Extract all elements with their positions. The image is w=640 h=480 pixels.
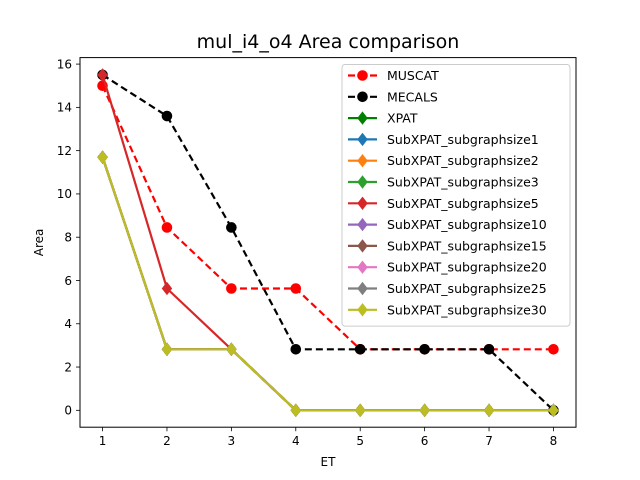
legend-label: SubXPAT_subgraphsize3 [387, 175, 539, 190]
legend-marker [357, 217, 368, 232]
y-tick-label: 14 [57, 101, 72, 115]
legend-marker [357, 281, 368, 296]
plot-frame [79, 57, 577, 428]
legend-label: SubXPAT_subgraphsize20 [387, 260, 547, 275]
legend: MUSCAT MECALS XPAT SubXPAT_subgraphsize1 Sub… [341, 64, 571, 327]
x-tick-label: 5 [356, 434, 364, 448]
x-tick-label: 7 [485, 434, 493, 448]
y-axis-label: Area [32, 229, 46, 257]
series-subxpat-subgraphsize30 [97, 150, 559, 418]
y-tick-label: 4 [64, 317, 72, 331]
legend-entry: SubXPAT_subgraphsize15 [348, 238, 547, 253]
y-axis: 0 2 4 6 8 10 12 14 16 [57, 57, 80, 418]
legend-marker [357, 132, 368, 147]
data-point [226, 222, 237, 233]
legend-entry: SubXPAT_subgraphsize2 [348, 153, 539, 168]
legend-entry: SubXPAT_subgraphsize30 [348, 302, 547, 317]
data-point [97, 150, 108, 164]
series-line [101, 85, 554, 351]
legend-label: MECALS [387, 89, 438, 104]
legend-entry: SubXPAT_subgraphsize10 [348, 217, 547, 232]
x-axis: 1 2 3 4 5 6 7 8 [99, 427, 558, 448]
data-point [226, 283, 237, 294]
legend-entry: SubXPAT_subgraphsize25 [348, 281, 547, 296]
data-point [97, 68, 108, 82]
data-point [290, 403, 302, 418]
data-point [483, 343, 495, 355]
x-tick-label: 6 [421, 434, 429, 448]
data-point [419, 343, 430, 355]
y-tick-label: 16 [57, 57, 72, 71]
legend-label: SubXPAT_subgraphsize10 [387, 217, 547, 232]
data-point [161, 342, 173, 356]
x-tick-label: 2 [163, 434, 171, 448]
data-point [290, 343, 302, 355]
legend-entry: SubXPAT_subgraphsize3 [348, 175, 539, 190]
data-point [161, 222, 173, 233]
legend-box [341, 64, 571, 327]
legend-label: SubXPAT_subgraphsize1 [387, 132, 539, 147]
data-point [290, 283, 302, 294]
data-point [419, 403, 430, 418]
series-line [101, 73, 555, 412]
x-tick-label: 3 [228, 434, 236, 448]
data-point [161, 281, 173, 296]
legend-label: SubXPAT_subgraphsize5 [387, 196, 539, 211]
legend-entry: MECALS [348, 89, 438, 104]
legend-marker [357, 154, 368, 168]
legend-marker [357, 175, 368, 189]
y-tick-label: 8 [64, 231, 72, 245]
legend-marker [357, 303, 368, 317]
legend-entry: SubXPAT_subgraphsize1 [348, 132, 539, 147]
data-point [161, 110, 173, 122]
data-point [548, 343, 559, 355]
legend-marker [357, 70, 368, 81]
legend-marker [357, 91, 368, 103]
data-point [354, 403, 366, 418]
data-point [354, 343, 366, 355]
data-point [548, 403, 559, 418]
data-point [483, 403, 495, 418]
legend-entry: MUSCAT [348, 68, 439, 83]
plot-series [97, 68, 559, 418]
x-tick-label: 8 [550, 434, 558, 448]
y-tick-label: 2 [64, 360, 72, 374]
legend-label: MUSCAT [387, 68, 439, 83]
y-tick-label: 6 [64, 274, 72, 288]
chart-title: mul_i4_o4 Area comparison [197, 31, 460, 53]
y-tick-label: 12 [57, 144, 72, 158]
legend-label: SubXPAT_subgraphsize15 [387, 238, 547, 253]
legend-label: XPAT [387, 111, 418, 126]
legend-entry: SubXPAT_subgraphsize20 [348, 260, 547, 275]
data-point [226, 342, 237, 356]
series-line [101, 156, 554, 412]
legend-entry: SubXPAT_subgraphsize5 [348, 196, 539, 211]
legend-label: SubXPAT_subgraphsize30 [387, 302, 547, 317]
x-axis-label: ET [321, 455, 337, 469]
y-tick-label: 0 [64, 404, 72, 418]
legend-marker [357, 196, 368, 210]
legend-label: SubXPAT_subgraphsize25 [387, 281, 547, 296]
legend-marker [357, 111, 368, 125]
legend-marker [357, 239, 368, 253]
y-tick-label: 10 [57, 187, 72, 201]
x-tick-label: 1 [99, 434, 107, 448]
legend-marker [357, 260, 368, 274]
x-tick-label: 4 [292, 434, 300, 448]
legend-label: SubXPAT_subgraphsize2 [387, 153, 539, 168]
legend-entry: XPAT [348, 111, 418, 126]
